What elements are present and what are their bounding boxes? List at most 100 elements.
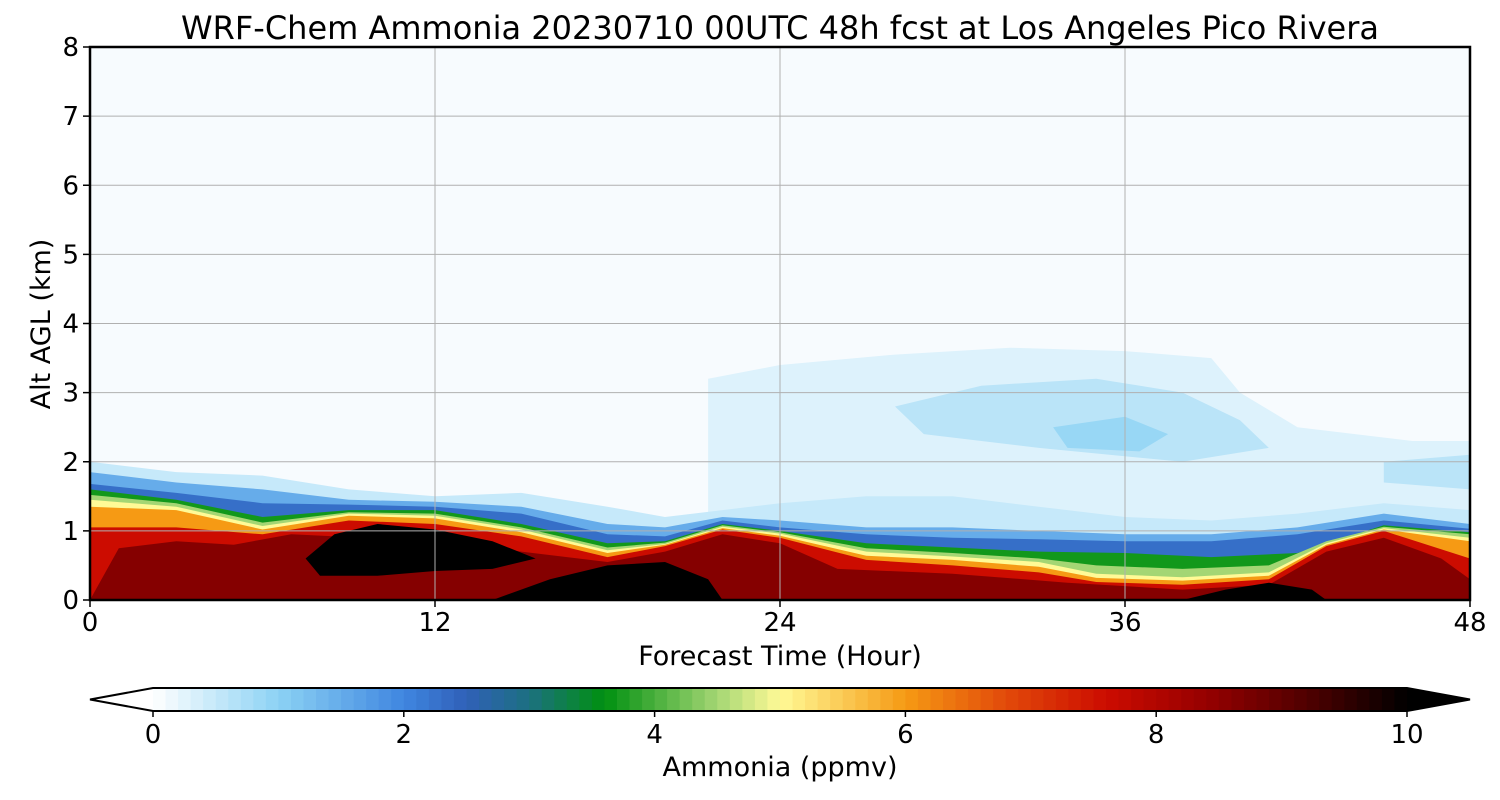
colorbar-segment	[178, 688, 192, 711]
colorbar-segment	[391, 688, 405, 711]
x-tick-label: 24	[763, 608, 796, 638]
colorbar-segment	[1294, 688, 1308, 711]
y-tick-label: 8	[62, 33, 79, 63]
colorbar-segment	[616, 688, 631, 711]
colorbar-segment	[1281, 688, 1295, 711]
y-tick-label: 3	[62, 379, 79, 409]
colorbar-segment	[717, 688, 731, 711]
y-tick-label: 6	[62, 171, 79, 201]
colorbar-segment	[504, 688, 518, 711]
y-tick-label: 5	[62, 240, 79, 270]
colorbar-segment	[1356, 688, 1370, 711]
colorbar-segment	[1231, 688, 1245, 711]
colorbar-segment	[1181, 688, 1195, 711]
contour-layer-4	[1383, 454, 1470, 490]
gridlines	[90, 47, 1470, 600]
colorbar-segment	[1080, 688, 1095, 711]
colorbar-segment	[629, 688, 643, 711]
contour-layer-14	[305, 524, 536, 576]
colorbar-segment	[1344, 688, 1358, 711]
colorbar-segment	[980, 688, 994, 711]
colorbar-ticks: 0 2 4 6 8 10	[145, 711, 1424, 750]
colorbar-segment	[767, 688, 781, 711]
colorbar-segment	[215, 688, 229, 711]
colorbar-segment	[228, 688, 242, 711]
colorbar-segment	[1055, 688, 1070, 711]
colorbar-segment	[240, 688, 254, 711]
colorbar-segment	[968, 688, 982, 711]
colorbar-segment	[855, 688, 869, 711]
colorbar-segment	[253, 688, 267, 711]
colorbar-segment	[165, 688, 179, 711]
colorbar-tick-label: 10	[1390, 720, 1423, 750]
colorbar-segment	[428, 688, 443, 711]
colorbar-segment	[667, 688, 681, 711]
colorbar-segment	[1131, 688, 1145, 711]
colorbar-segment	[742, 688, 756, 711]
colorbar-segment	[993, 688, 1007, 711]
x-axis-label: Forecast Time (Hour)	[638, 641, 922, 672]
colorbar	[89, 687, 1471, 712]
contour-layer-2	[895, 378, 1269, 462]
colorbar-segment	[1306, 688, 1320, 711]
colorbar-segment	[566, 688, 580, 711]
colorbar-segment	[341, 688, 355, 711]
colorbar-segment	[403, 688, 417, 711]
colorbar-segment	[328, 688, 342, 711]
colorbar-tick-label: 0	[145, 720, 162, 750]
colorbar-segment	[441, 688, 455, 711]
colorbar-tick-label: 6	[897, 720, 914, 750]
colorbar-segment	[867, 688, 881, 711]
colorbar-segment	[1256, 688, 1270, 711]
x-axis: 0 12 24 36 48	[82, 600, 1487, 638]
colorbar-segment	[529, 688, 543, 711]
colorbar-segment	[1331, 688, 1345, 711]
colorbar-segment	[1005, 688, 1019, 711]
y-axis-label: Alt AGL (km)	[26, 239, 57, 410]
colorbar-segment	[316, 688, 330, 711]
colorbar-segment	[679, 688, 693, 711]
colorbar-segment	[704, 688, 718, 711]
colorbar-segment	[1093, 688, 1107, 711]
colorbar-tick-label: 2	[396, 720, 413, 750]
colorbar-segment	[366, 688, 380, 711]
colorbar-segment	[805, 688, 819, 711]
colorbar-segment	[290, 688, 305, 711]
colorbar-segment	[378, 688, 392, 711]
colorbar-segment	[1018, 688, 1032, 711]
colorbar-segment	[1156, 688, 1170, 711]
colorbar-segment	[516, 688, 530, 711]
colorbar-segment	[491, 688, 505, 711]
colorbar-segment	[591, 688, 606, 711]
colorbar-segment	[817, 688, 831, 711]
colorbar-segment	[1143, 688, 1157, 711]
contour-layer-16	[1182, 582, 1327, 600]
colorbar-segment	[265, 688, 279, 711]
colorbar-segment	[479, 688, 493, 711]
colorbar-segment	[930, 688, 944, 711]
colorbar-extend-low	[90, 688, 153, 711]
colorbar-segment	[153, 688, 167, 711]
colorbar-segment	[1118, 688, 1132, 711]
colorbar-segment	[642, 688, 656, 711]
colorbar-segment	[579, 688, 593, 711]
colorbar-segment	[1369, 688, 1383, 711]
colorbar-segment	[905, 688, 919, 711]
y-tick-label: 2	[62, 448, 79, 478]
colorbar-segment	[842, 688, 856, 711]
colorbar-segment	[1068, 688, 1082, 711]
contour-layer-15	[492, 562, 723, 600]
colorbar-tick-label: 4	[646, 720, 663, 750]
chart-title: WRF-Chem Ammonia 20230710 00UTC 48h fcst…	[181, 9, 1379, 47]
colorbar-segment	[1043, 688, 1057, 711]
colorbar-segment	[541, 688, 555, 711]
colorbar-segment	[892, 688, 906, 711]
contour-layer-3	[1053, 416, 1169, 452]
colorbar-segment	[1394, 688, 1408, 711]
y-axis: 0 1 2 3 4 5 6 7 8	[62, 33, 90, 616]
colorbar-segment	[654, 688, 668, 711]
colorbar-segment	[955, 688, 969, 711]
colorbar-segment	[880, 688, 894, 711]
colorbar-segment	[1168, 688, 1182, 711]
